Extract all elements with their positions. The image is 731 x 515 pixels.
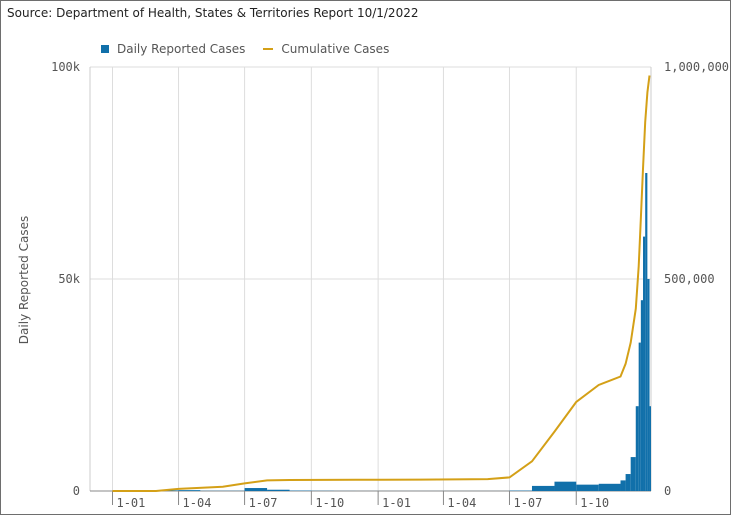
- daily-bar-21: [576, 484, 599, 491]
- daily-bar-22: [598, 483, 621, 491]
- x-tick-label-1: 1-04: [183, 496, 212, 510]
- daily-bar-29: [643, 236, 646, 491]
- cumulative-line: [112, 75, 651, 492]
- legend-swatch-daily: [101, 45, 109, 53]
- x-tick-label-0: 1-01: [116, 496, 145, 510]
- daily-bar-28: [640, 300, 644, 491]
- source-note: Source: Department of Health, States & T…: [7, 6, 419, 20]
- daily-bar-7: [267, 489, 290, 491]
- legend-swatch-cumulative: [263, 48, 274, 50]
- daily-bar-3: [178, 490, 201, 491]
- legend-item-daily[interactable]: Daily Reported Cases: [101, 42, 245, 56]
- daily-bar-31: [647, 279, 650, 491]
- daily-bar-26: [635, 406, 639, 491]
- y2-tick-label-0: 0: [664, 484, 671, 498]
- x-tick-label-3: 1-10: [315, 496, 344, 510]
- legend: Daily Reported Cases Cumulative Cases: [101, 42, 407, 56]
- legend-label-daily: Daily Reported Cases: [117, 42, 246, 56]
- x-tick-label-2: 1-07: [249, 496, 278, 510]
- daily-bar-27: [638, 342, 641, 491]
- daily-bar-24: [625, 474, 631, 491]
- y-tick-label-1: 50k: [58, 272, 80, 286]
- y-tick-label-2: 100k: [51, 60, 81, 74]
- x-tick-label-4: 1-01: [382, 496, 411, 510]
- daily-bar-20: [554, 481, 577, 491]
- daily-bar-6: [244, 488, 268, 491]
- x-tick-label-5: 1-04: [447, 496, 476, 510]
- x-tick-label-7: 1-10: [580, 496, 609, 510]
- legend-item-cumulative[interactable]: Cumulative Cases: [263, 42, 389, 56]
- daily-bar-19: [531, 485, 555, 491]
- daily-bar-30: [645, 173, 648, 491]
- daily-bar-32: [649, 406, 651, 491]
- y-axis-title: Daily Reported Cases: [17, 216, 31, 344]
- y2-tick-label-2: 1,000,000: [664, 60, 729, 74]
- y2-tick-label-1: 500,000: [664, 272, 715, 286]
- legend-label-cumulative: Cumulative Cases: [281, 42, 390, 56]
- daily-bar-25: [630, 457, 636, 491]
- x-tick-label-6: 1-07: [513, 496, 542, 510]
- y-tick-label-0: 0: [73, 484, 80, 498]
- daily-bar-23: [620, 480, 626, 491]
